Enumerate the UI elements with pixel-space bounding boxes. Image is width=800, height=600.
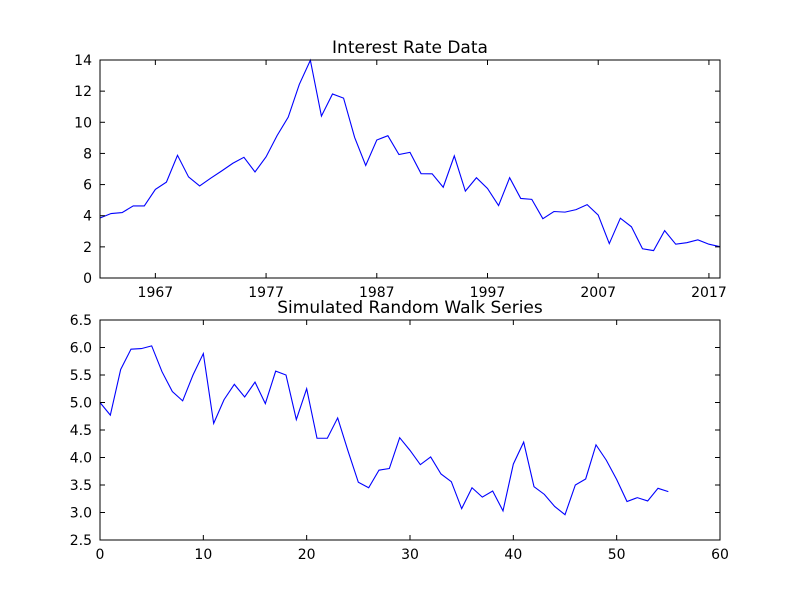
y-tick-label-0-2: 4 — [83, 209, 92, 225]
y-tick-label-1-4: 4.5 — [70, 423, 92, 439]
x-tick-label-1-5: 50 — [608, 547, 626, 563]
y-tick-label-1-6: 5.5 — [70, 368, 92, 384]
y-tick-label-1-5: 5.0 — [70, 396, 92, 412]
y-tick-label-1-0: 2.5 — [70, 533, 92, 549]
y-tick-label-1-3: 4.0 — [70, 451, 92, 467]
chart-title-0: Interest Rate Data — [332, 38, 488, 58]
y-tick-label-1-7: 6.0 — [70, 341, 92, 357]
x-tick-label-0-3: 1997 — [470, 285, 506, 301]
axes-frame-0 — [99, 59, 721, 279]
x-tick-label-0-0: 1967 — [138, 285, 174, 301]
chart-title-1: Simulated Random Walk Series — [277, 298, 543, 318]
y-tick-label-1-1: 3.0 — [70, 506, 92, 522]
x-tick-label-1-0: 0 — [96, 547, 105, 563]
plots: 1967 1977 1987 1997 2007 2017 0 2 4 6 8 10 12 14 Inter… — [70, 38, 729, 563]
chart-1: 0 10 20 30 40 50 60 2.5 3.0 3.5 4.0 4.5 5.0 5.5 6.0 6.5… — [70, 298, 729, 563]
y-tick-label-0-5: 10 — [74, 115, 92, 131]
x-tick-label-1-1: 10 — [194, 547, 212, 563]
y-tick-label-0-0: 0 — [83, 271, 92, 287]
y-tick-label-0-4: 8 — [83, 146, 92, 162]
x-tick-label-0-4: 2007 — [580, 285, 616, 301]
y-tick-label-1-8: 6.5 — [70, 313, 92, 329]
x-tick-label-1-6: 60 — [711, 547, 729, 563]
y-tick-label-0-3: 6 — [83, 178, 92, 194]
y-tick-label-0-6: 12 — [74, 84, 92, 100]
series-line-1 — [99, 345, 669, 516]
y-tick-label-0-1: 2 — [83, 240, 92, 256]
x-tick-label-1-2: 20 — [298, 547, 316, 563]
y-tick-label-1-2: 3.5 — [70, 478, 92, 494]
x-tick-label-0-1: 1977 — [248, 285, 284, 301]
series-line-0 — [99, 58, 721, 252]
y-tick-label-0-7: 14 — [74, 53, 92, 69]
x-tick-label-1-3: 30 — [401, 547, 419, 563]
chart-0: 1967 1977 1987 1997 2007 2017 0 2 4 6 8 10 12 14 Inter… — [74, 38, 727, 301]
x-tick-label-0-2: 1987 — [359, 285, 395, 301]
x-tick-label-0-5: 2017 — [691, 285, 727, 301]
x-tick-label-1-4: 40 — [504, 547, 522, 563]
